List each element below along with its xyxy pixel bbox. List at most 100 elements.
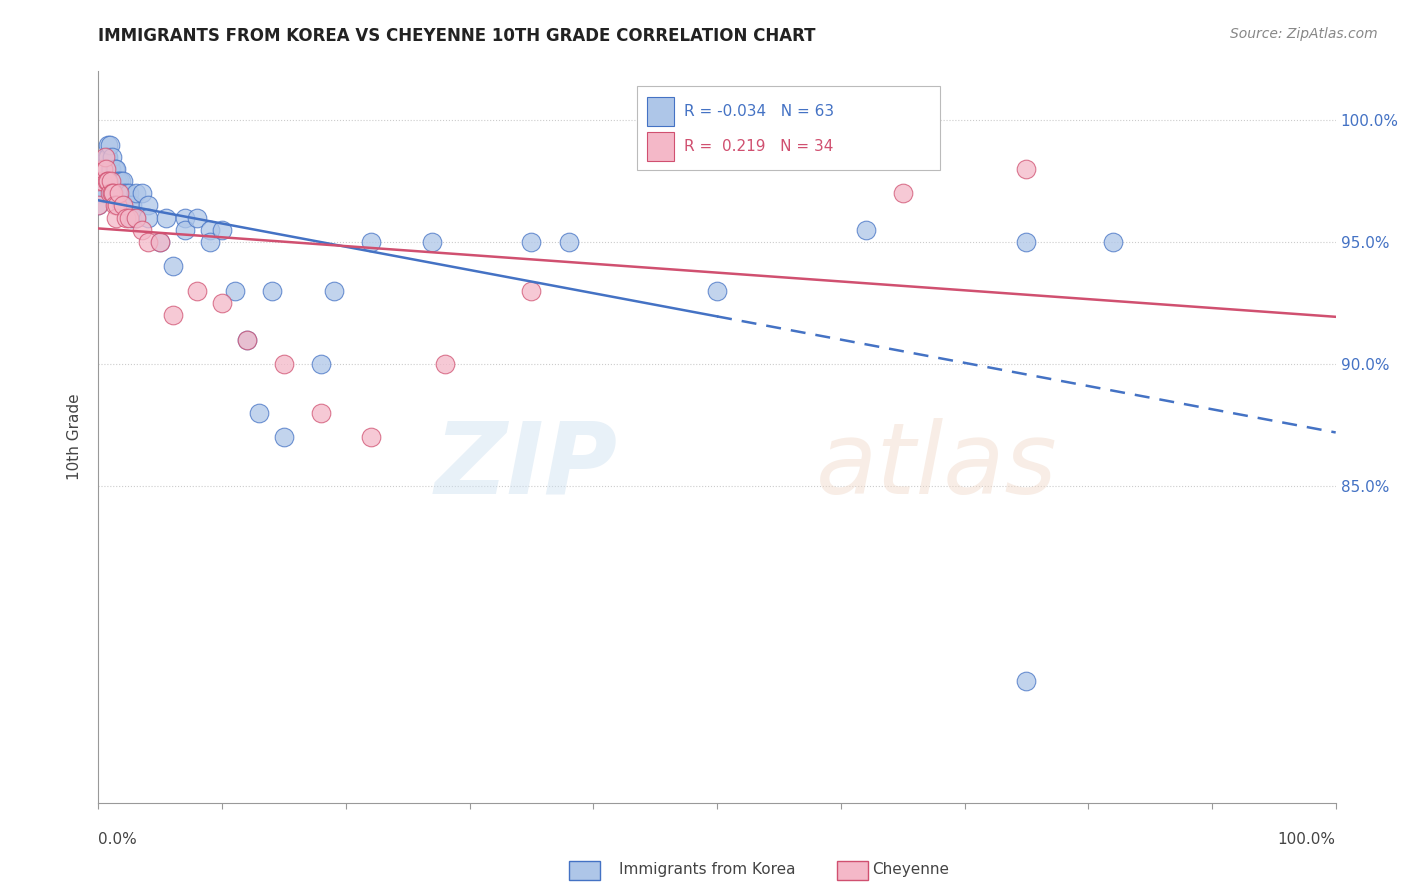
Point bbox=[136, 235, 159, 249]
Text: R = -0.034   N = 63: R = -0.034 N = 63 bbox=[683, 104, 834, 120]
Point bbox=[96, 150, 118, 164]
Point bbox=[112, 186, 135, 201]
Point bbox=[105, 198, 128, 212]
Point bbox=[124, 211, 146, 225]
Point bbox=[103, 198, 125, 212]
Point bbox=[103, 161, 125, 176]
Point bbox=[260, 284, 283, 298]
Point bbox=[162, 260, 184, 274]
Point bbox=[100, 174, 122, 188]
Point bbox=[87, 198, 110, 212]
Point bbox=[87, 186, 110, 201]
Point bbox=[93, 174, 115, 188]
Point bbox=[100, 174, 122, 188]
Y-axis label: 10th Grade: 10th Grade bbox=[67, 393, 83, 481]
Text: IMMIGRANTS FROM KOREA VS CHEYENNE 10TH GRADE CORRELATION CHART: IMMIGRANTS FROM KOREA VS CHEYENNE 10TH G… bbox=[98, 27, 815, 45]
Point bbox=[87, 198, 110, 212]
Point bbox=[131, 223, 153, 237]
Point bbox=[103, 186, 125, 201]
Point bbox=[94, 161, 117, 176]
Point bbox=[557, 235, 579, 249]
Point bbox=[520, 235, 543, 249]
Point bbox=[87, 174, 110, 188]
Point bbox=[101, 150, 124, 164]
Point bbox=[103, 186, 125, 201]
Point bbox=[108, 174, 131, 188]
Point bbox=[110, 174, 132, 188]
Point bbox=[273, 357, 295, 371]
Point bbox=[93, 150, 115, 164]
Point bbox=[121, 198, 143, 212]
Point bbox=[198, 223, 221, 237]
Point bbox=[131, 186, 153, 201]
Point bbox=[96, 174, 118, 188]
Point bbox=[112, 198, 135, 212]
Point bbox=[273, 430, 295, 444]
Point bbox=[101, 186, 124, 201]
Point bbox=[98, 186, 121, 201]
Point bbox=[112, 174, 135, 188]
Point bbox=[198, 235, 221, 249]
Point bbox=[149, 235, 172, 249]
Point bbox=[124, 186, 146, 201]
Point bbox=[174, 211, 197, 225]
Point bbox=[186, 211, 208, 225]
Point bbox=[236, 333, 259, 347]
Text: Cheyenne: Cheyenne bbox=[872, 863, 949, 877]
Point bbox=[101, 174, 124, 188]
Point bbox=[1015, 673, 1038, 688]
Point bbox=[97, 174, 120, 188]
Point bbox=[422, 235, 444, 249]
Point bbox=[855, 223, 877, 237]
Point bbox=[224, 284, 246, 298]
Point bbox=[155, 211, 177, 225]
Point bbox=[211, 223, 233, 237]
Point bbox=[97, 137, 120, 152]
Text: ZIP: ZIP bbox=[434, 417, 619, 515]
Point bbox=[360, 430, 382, 444]
Point bbox=[162, 308, 184, 322]
Point bbox=[309, 357, 332, 371]
Point bbox=[1102, 235, 1125, 249]
Point bbox=[103, 186, 125, 201]
Point bbox=[100, 186, 122, 201]
Point bbox=[110, 198, 132, 212]
Point bbox=[149, 235, 172, 249]
Point bbox=[706, 284, 728, 298]
Point bbox=[118, 198, 141, 212]
Point bbox=[247, 406, 270, 420]
Point bbox=[118, 211, 141, 225]
Point bbox=[520, 284, 543, 298]
Point bbox=[124, 211, 146, 225]
Point bbox=[105, 186, 128, 201]
Point bbox=[891, 186, 914, 201]
Point bbox=[104, 161, 127, 176]
Bar bbox=[647, 97, 673, 126]
Point bbox=[322, 284, 344, 298]
Point bbox=[108, 186, 131, 201]
Point bbox=[186, 284, 208, 298]
Point bbox=[211, 296, 233, 310]
Point bbox=[98, 161, 121, 176]
Point bbox=[1015, 161, 1038, 176]
Bar bbox=[637, 86, 939, 170]
Text: atlas: atlas bbox=[815, 417, 1057, 515]
Point bbox=[433, 357, 456, 371]
Point bbox=[236, 333, 259, 347]
Text: Source: ZipAtlas.com: Source: ZipAtlas.com bbox=[1230, 27, 1378, 41]
Text: Immigrants from Korea: Immigrants from Korea bbox=[619, 863, 796, 877]
Text: 100.0%: 100.0% bbox=[1278, 832, 1336, 847]
Point bbox=[97, 150, 120, 164]
Point bbox=[360, 235, 382, 249]
Point bbox=[93, 186, 115, 201]
Point bbox=[104, 211, 127, 225]
Point bbox=[91, 174, 114, 188]
Point bbox=[114, 211, 136, 225]
Text: R =  0.219   N = 34: R = 0.219 N = 34 bbox=[683, 139, 832, 154]
Point bbox=[107, 186, 129, 201]
Point bbox=[103, 174, 125, 188]
Point bbox=[174, 223, 197, 237]
Point bbox=[114, 186, 136, 201]
Point bbox=[100, 161, 122, 176]
Point bbox=[98, 137, 121, 152]
